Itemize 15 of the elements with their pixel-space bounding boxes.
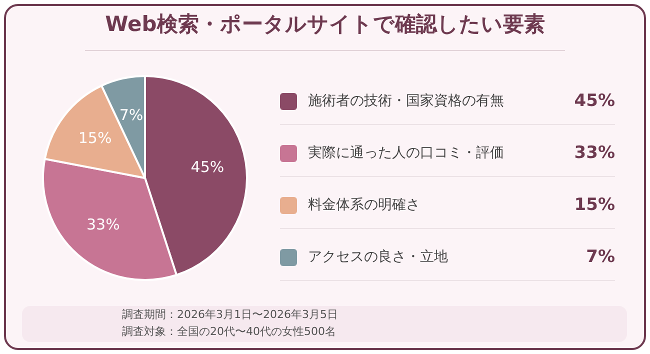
text: 7% — [586, 247, 615, 267]
text: 15% — [574, 195, 615, 215]
text: 調査期間：2026年3月1日〜2026年3月5日 — [121, 307, 339, 323]
legend-label: 施術者の技術・国家資格の有無 — [308, 92, 505, 110]
chart-title: Web検索・ポータルサイトで確認したい要素 — [104, 11, 546, 38]
text: 45% — [574, 91, 615, 111]
data-label: 33% — [86, 215, 120, 234]
text: 33% — [574, 143, 615, 163]
data-label: 45% — [190, 158, 224, 176]
text: 調査対象：全国の20代〜40代の女性500名 — [121, 324, 337, 340]
data-label: 15% — [78, 129, 112, 148]
legend-label: 実際に通った人の口コミ・評価 — [308, 144, 505, 162]
legend-label: 料金体系の明確さ — [308, 196, 421, 214]
data-label: 7% — [119, 106, 144, 124]
legend-label: アクセスの良さ・立地 — [308, 248, 449, 266]
